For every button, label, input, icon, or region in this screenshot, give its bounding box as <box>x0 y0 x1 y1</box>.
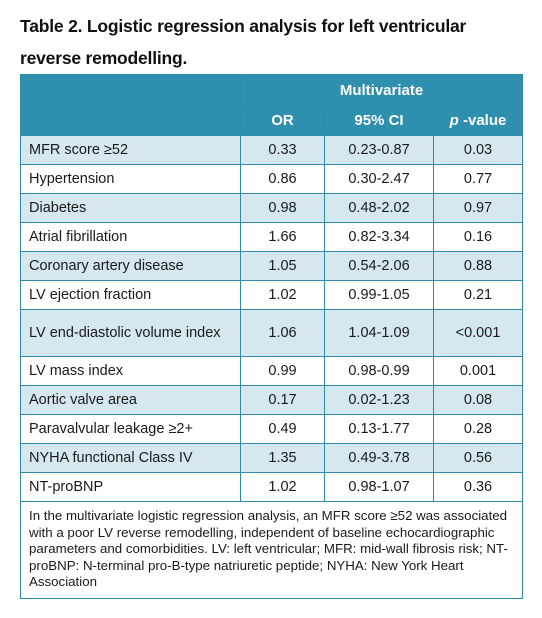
row-p-value: 0.97 <box>432 193 524 223</box>
row-p-value: 0.56 <box>432 443 524 473</box>
row-ci: 0.98-1.07 <box>324 472 434 502</box>
header-p-value-text: p <box>449 112 459 129</box>
row-label: Coronary artery disease <box>20 251 241 281</box>
row-label: MFR score ≥52 <box>20 135 241 165</box>
row-or: 0.17 <box>240 385 325 415</box>
row-ci: 0.02-1.23 <box>324 385 434 415</box>
table-row: LV end-diastolic volume index 1.06 1.04-1.… <box>20 309 524 357</box>
row-ci: 0.23-0.87 <box>324 135 434 165</box>
row-or: 1.06 <box>240 309 325 357</box>
header-multivariate: Multivariate <box>239 74 524 106</box>
row-ci: 0.48-2.02 <box>324 193 434 223</box>
row-or: 0.98 <box>240 193 325 223</box>
row-p-value: 0.28 <box>432 414 524 444</box>
row-label: NYHA functional Class IV <box>20 443 241 473</box>
row-label: Paravalvular leakage ≥2+ <box>20 414 241 444</box>
row-ci: 0.30-2.47 <box>324 164 434 194</box>
row-or: 0.49 <box>240 414 325 444</box>
row-label: Diabetes <box>20 193 241 223</box>
header-or: OR <box>240 105 325 136</box>
row-p-value: 0.03 <box>432 135 524 165</box>
table-row: NYHA functional Class IV 1.35 0.49-3.78 0.5… <box>20 443 524 473</box>
row-p-value: 0.21 <box>432 280 524 310</box>
table-row: Paravalvular leakage ≥2+ 0.49 0.13-1.77 0.2… <box>20 414 524 444</box>
row-p-value: 0.77 <box>432 164 524 194</box>
row-or: 1.35 <box>240 443 325 473</box>
row-p-value: 0.001 <box>432 356 524 386</box>
row-ci: 0.82-3.34 <box>324 222 434 252</box>
row-p-value: 0.16 <box>432 222 524 252</box>
table-row: Diabetes 0.98 0.48-2.02 0.97 <box>20 193 524 223</box>
row-label: Aortic valve area <box>20 385 241 415</box>
table-row: LV mass index 0.99 0.98-0.99 0.001 <box>20 356 524 386</box>
row-or: 1.02 <box>240 280 325 310</box>
row-label: Atrial fibrillation <box>20 222 241 252</box>
row-label: Hypertension <box>20 164 241 194</box>
table-row: MFR score ≥52 0.33 0.23-0.87 0.03 <box>20 135 524 165</box>
row-p-value: 0.36 <box>432 472 524 502</box>
table-row: LV ejection fraction 1.02 0.99-1.05 0.21 <box>20 280 524 310</box>
table-row: Hypertension 0.86 0.30-2.47 0.77 <box>20 164 524 194</box>
row-label: LV ejection fraction <box>20 280 241 310</box>
table-footnote: In the multivariate logistic regression … <box>19 501 524 599</box>
header-blank-cell <box>20 74 241 136</box>
table-row: Coronary artery disease 1.05 0.54-2.06 0.88 <box>20 251 524 281</box>
row-ci: 0.54-2.06 <box>324 251 434 281</box>
regression-table: Multivariate OR 95% CI p -value MFR scor… <box>19 74 524 599</box>
row-ci: 0.98-0.99 <box>324 356 434 386</box>
row-ci: 0.13-1.77 <box>324 414 434 444</box>
row-or: 0.33 <box>240 135 325 165</box>
table-row: NT-proBNP 1.02 0.98-1.07 0.36 <box>20 472 524 502</box>
row-ci: 1.04-1.09 <box>324 309 434 357</box>
row-p-value: 0.08 <box>432 385 524 415</box>
row-or: 1.05 <box>240 251 325 281</box>
row-label: LV mass index <box>20 356 241 386</box>
row-p-value: <0.001 <box>432 309 524 357</box>
table-row: Aortic valve area 0.17 0.02-1.23 0.08 <box>20 385 524 415</box>
table-body: MFR score ≥52 0.33 0.23-0.87 0.03 Hypertensi… <box>20 135 524 502</box>
table-title: Table 2. Logistic regression analysis fo… <box>20 16 467 68</box>
row-or: 0.99 <box>240 356 325 386</box>
row-or: 1.66 <box>240 222 325 252</box>
row-p-value: 0.88 <box>432 251 524 281</box>
header-ci: 95% CI <box>324 105 434 136</box>
row-or: 0.86 <box>240 164 325 194</box>
row-or: 1.02 <box>240 472 325 502</box>
row-ci: 0.49-3.78 <box>324 443 434 473</box>
row-ci: 0.99-1.05 <box>324 280 434 310</box>
header-p-value: p -value <box>432 105 524 136</box>
row-label: LV end-diastolic volume index <box>20 309 241 357</box>
table-row: Atrial fibrillation 1.66 0.82-3.34 0.16 <box>20 222 524 252</box>
row-label: NT-proBNP <box>20 472 241 502</box>
